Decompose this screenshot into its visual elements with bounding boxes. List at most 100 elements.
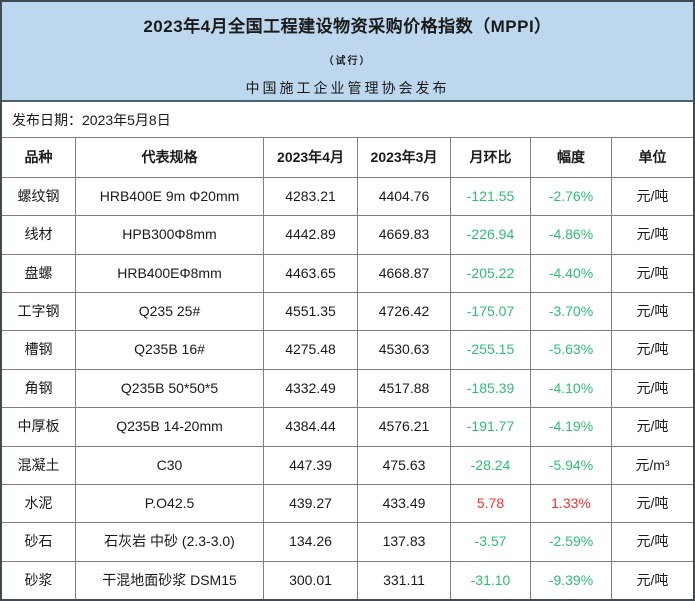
cell-rate: -2.59%	[531, 523, 612, 561]
column-header-april: 2023年4月	[264, 138, 358, 177]
cell-unit: 元/吨	[636, 379, 669, 396]
cell-mar: 433.49	[358, 484, 451, 523]
table-row: 角钢 Q235B 50*50*5 4332.49 4517.88 -185.39 -4.1…	[2, 369, 693, 409]
cell-mar: 4530.63	[358, 331, 451, 369]
table-row: 中厚板 Q235B 14-20mm 4384.44 4576.21 -191.77 -4.…	[2, 408, 693, 447]
cell-rate: -4.40%	[531, 254, 612, 293]
cell-name: 混凝土	[2, 446, 76, 484]
cell-mar: 4669.83	[358, 216, 451, 254]
table-row: 水泥 P.O42.5 439.27 433.49 5.78 1.33% 元/吨	[2, 484, 693, 524]
cell-name: 中厚板	[2, 408, 76, 446]
table-row: 盘螺 HRB400EΦ8mm 4463.65 4668.87 -205.22 -4.40%…	[2, 254, 693, 294]
cell-apr: 4332.49	[264, 369, 358, 408]
page-subtitle: （试行）	[323, 56, 372, 67]
cell-spec: C30	[76, 446, 264, 484]
cell-spec: Q235B 14-20mm	[76, 408, 264, 446]
cell-rate: 1.33%	[531, 484, 612, 523]
cell-mar: 4726.42	[358, 293, 451, 331]
cell-unit: 元/吨	[636, 341, 669, 358]
cell-unit: 元/m³	[635, 456, 670, 473]
cell-mom: -31.10	[451, 561, 531, 599]
cell-mom: -226.94	[451, 216, 531, 254]
cell-unit: 元/吨	[636, 494, 669, 511]
cell-rate: -4.10%	[531, 369, 612, 408]
cell-name: 线材	[2, 216, 76, 254]
cell-spec: HPB300Φ8mm	[76, 216, 264, 254]
cell-mom: 5.78	[451, 484, 531, 523]
table-row: 工字钢 Q235 25# 4551.35 4726.42 -175.07 -3.70% 元/…	[2, 293, 693, 332]
cell-spec: Q235 25#	[76, 293, 264, 331]
cell-mar: 4404.76	[358, 178, 451, 216]
cell-unit: 元/吨	[636, 418, 669, 435]
cell-apr: 4384.44	[264, 408, 358, 446]
cell-rate: -9.39%	[531, 561, 612, 599]
cell-mom: -3.57	[451, 523, 531, 561]
cell-name: 工字钢	[2, 293, 76, 331]
cell-unit: 元/吨	[636, 571, 669, 588]
column-header-spec: 代表规格	[76, 138, 264, 177]
cell-unit: 元/吨	[636, 226, 669, 243]
cell-unit: 元/吨	[636, 533, 669, 550]
cell-apr: 4551.35	[264, 293, 358, 331]
cell-apr: 300.01	[264, 561, 358, 599]
cell-mar: 137.83	[358, 523, 451, 561]
table-header-row: 品种 代表规格 2023年4月 2023年3月 月环比 幅度 单位	[2, 138, 693, 178]
table-row: 砂浆 干混地面砂浆 DSM15 300.01 331.11 -31.10 -9.39% 元/…	[2, 561, 693, 599]
cell-name: 槽钢	[2, 331, 76, 369]
cell-apr: 4442.89	[264, 216, 358, 254]
column-header-mom: 月环比	[451, 138, 531, 177]
cell-spec: HRB400EΦ8mm	[76, 254, 264, 293]
cell-name: 砂石	[2, 523, 76, 561]
cell-name: 盘螺	[2, 254, 76, 293]
publisher-line: 中国施工企业管理协会发布	[245, 81, 450, 97]
cell-mom: -255.15	[451, 331, 531, 369]
cell-rate: -5.94%	[531, 446, 612, 484]
table-row: 槽钢 Q235B 16# 4275.48 4530.63 -255.15 -5.63% 元/…	[2, 331, 693, 370]
table-body: 螺纹钢 HRB400E 9m Φ20mm 4283.21 4404.76 -121.55…	[2, 178, 693, 599]
cell-rate: -2.76%	[531, 178, 612, 216]
release-date-value: 2023年5月8日	[82, 111, 171, 128]
cell-mar: 331.11	[358, 561, 451, 599]
cell-mar: 4668.87	[358, 254, 451, 293]
cell-rate: -4.19%	[531, 408, 612, 446]
cell-unit: 元/吨	[636, 303, 669, 320]
cell-mom: -28.24	[451, 446, 531, 484]
table-row: 砂石 石灰岩 中砂 (2.3-3.0) 134.26 137.83 -3.57 -2.59…	[2, 523, 693, 562]
column-header-unit: 单位	[638, 148, 667, 165]
table-row: 螺纹钢 HRB400E 9m Φ20mm 4283.21 4404.76 -121.55…	[2, 178, 693, 217]
cell-mom: -185.39	[451, 369, 531, 408]
cell-apr: 4283.21	[264, 178, 358, 216]
cell-spec: Q235B 16#	[76, 331, 264, 369]
cell-mar: 4576.21	[358, 408, 451, 446]
cell-spec: Q235B 50*50*5	[76, 369, 264, 408]
cell-name: 水泥	[2, 484, 76, 523]
column-header-rate: 幅度	[531, 138, 612, 177]
cell-apr: 4275.48	[264, 331, 358, 369]
cell-spec: P.O42.5	[76, 484, 264, 523]
cell-mar: 475.63	[358, 446, 451, 484]
cell-rate: -3.70%	[531, 293, 612, 331]
column-header-march: 2023年3月	[358, 138, 451, 177]
release-date-row: 发布日期： 2023年5月8日	[2, 102, 693, 138]
table-row: 混凝土 C30 447.39 475.63 -28.24 -5.94% 元/m³	[2, 446, 693, 485]
cell-name: 角钢	[2, 369, 76, 408]
cell-spec: 石灰岩 中砂 (2.3-3.0)	[76, 523, 264, 561]
release-date-label: 发布日期：	[12, 111, 82, 128]
cell-apr: 4463.65	[264, 254, 358, 293]
cell-spec: 干混地面砂浆 DSM15	[76, 561, 264, 599]
cell-name: 砂浆	[2, 561, 76, 599]
cell-mom: -191.77	[451, 408, 531, 446]
cell-rate: -5.63%	[531, 331, 612, 369]
cell-mom: -121.55	[451, 178, 531, 216]
report-banner: 2023年4月全国工程建设物资采购价格指数（MPPI） （试行） 中国施工企业管…	[2, 2, 693, 102]
cell-apr: 447.39	[264, 446, 358, 484]
cell-mom: -175.07	[451, 293, 531, 331]
table-row: 线材 HPB300Φ8mm 4442.89 4669.83 -226.94 -4.86% 元…	[2, 216, 693, 255]
cell-rate: -4.86%	[531, 216, 612, 254]
cell-spec: HRB400E 9m Φ20mm	[76, 178, 264, 216]
cell-mar: 4517.88	[358, 369, 451, 408]
column-header-variety: 品种	[2, 138, 76, 177]
cell-unit: 元/吨	[636, 187, 669, 204]
cell-unit: 元/吨	[636, 264, 669, 281]
